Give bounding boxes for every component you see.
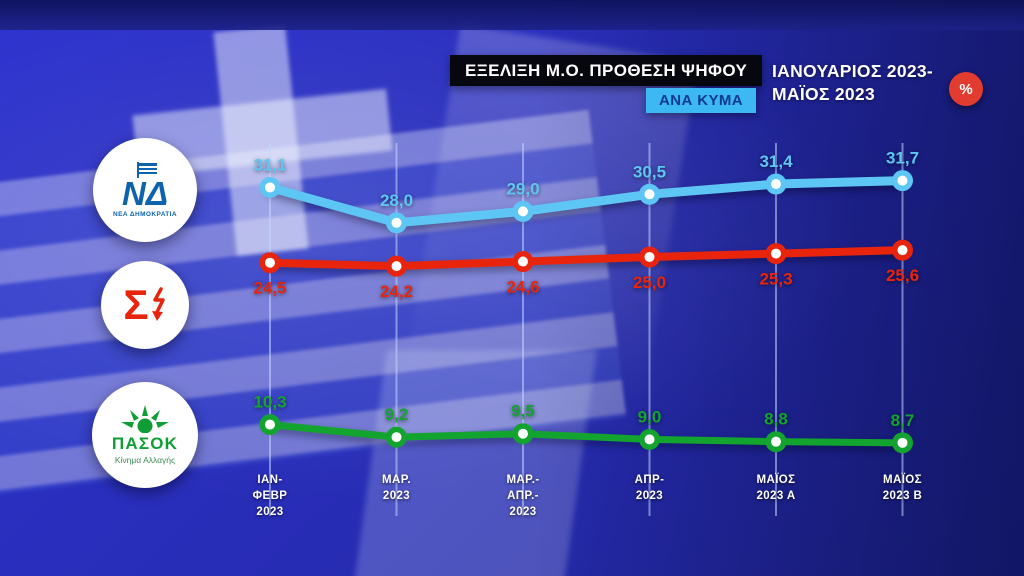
pasok-name: ΠΑΣΟΚ [111, 434, 179, 453]
data-point-center [771, 436, 781, 447]
top-dark-band [0, 0, 1024, 30]
percent-icon: % [949, 72, 983, 106]
value-label: 31,1 [253, 155, 286, 174]
syriza-arrow-icon [151, 287, 165, 321]
data-point-center [391, 432, 402, 443]
period-line-2: ΜΑΪΟΣ 2023 [772, 83, 875, 104]
value-label: 10,3 [253, 393, 286, 412]
value-label: 9,5 [511, 402, 535, 421]
x-axis-label: ΙΑΝ- ΦΕΒΡ 2023 [252, 474, 288, 519]
nd-abbr: ΝΔ [122, 174, 168, 212]
syriza-logo: Σ [101, 261, 189, 349]
data-point-center [518, 256, 528, 267]
chart-title: ΕΞΕΛΙΞΗ Μ.Ο. ΠΡΟΘΕΣΗ ΨΗΦΟΥ [450, 55, 763, 86]
value-label: 25,3 [759, 270, 792, 289]
data-point-center [518, 428, 528, 439]
data-point-center [644, 189, 655, 200]
data-point-center [644, 252, 655, 262]
value-label: 30,5 [633, 162, 666, 181]
value-label: 25,0 [633, 273, 666, 292]
nd-flag-icon [137, 161, 157, 178]
data-point-center [644, 434, 655, 445]
nd-name: ΝΕΑ ΔΗΜΟΚΡΑΤΙΑ [113, 211, 177, 219]
syriza-sigma: Σ [123, 281, 149, 328]
data-point-center [265, 257, 275, 268]
value-label: 29,0 [506, 179, 539, 198]
value-label: 24,6 [506, 278, 539, 297]
data-point-center [897, 175, 908, 186]
pasok-sun-icon [121, 405, 169, 433]
period-label: ΙΑΝΟΥΑΡΙΟΣ 2023- ΜΑΪΟΣ 2023 [772, 60, 933, 106]
value-label: 24,2 [380, 282, 413, 301]
value-label: 31,4 [759, 152, 793, 171]
data-point-center [897, 437, 908, 448]
nd-logo: ΝΔ ΝΕΑ ΔΗΜΟΚΡΑΤΙΑ [93, 138, 197, 242]
series-line-ΠΑΣΟΚ [266, 421, 906, 447]
x-axis-label: ΜΑΡ. 2023 [382, 474, 411, 503]
data-point-center [518, 206, 528, 217]
wave-badge: ΑΝΑ ΚΥΜΑ [646, 88, 757, 113]
value-label: 25,6 [886, 266, 919, 285]
data-point-center [265, 182, 275, 193]
value-label: 9,0 [638, 407, 662, 426]
value-label: 8,7 [891, 411, 915, 430]
x-axis-label: ΑΠΡ- 2023 [634, 474, 665, 503]
value-label: 9,2 [385, 405, 409, 424]
data-point-center [897, 245, 908, 256]
data-point-center [771, 179, 781, 190]
pasok-subtitle: Κίνημα Αλλαγής [114, 455, 176, 465]
value-label: 8,8 [764, 410, 788, 429]
pasok-logo: ΠΑΣΟΚ Κίνημα Αλλαγής [92, 382, 198, 488]
x-axis-label: ΜΑΪΟΣ 2023 Α [756, 474, 796, 503]
value-label: 28,0 [380, 191, 413, 210]
data-point-center [391, 217, 402, 228]
series-line-ΝΔ [265, 176, 907, 228]
data-point-center [391, 261, 402, 272]
x-axis-label: ΜΑΡ.- ΑΠΡ.- 2023 [506, 474, 540, 519]
period-line-1: ΙΑΝΟΥΑΡΙΟΣ 2023- [772, 61, 934, 81]
series-line-ΣΥΡΙΖΑ [266, 246, 907, 271]
data-point-center [771, 248, 781, 259]
value-label: 24,5 [253, 279, 286, 298]
value-label: 31,7 [886, 149, 919, 168]
data-point-center [265, 419, 275, 430]
x-axis-label: ΜΑΪΟΣ 2023 Β [882, 474, 923, 503]
